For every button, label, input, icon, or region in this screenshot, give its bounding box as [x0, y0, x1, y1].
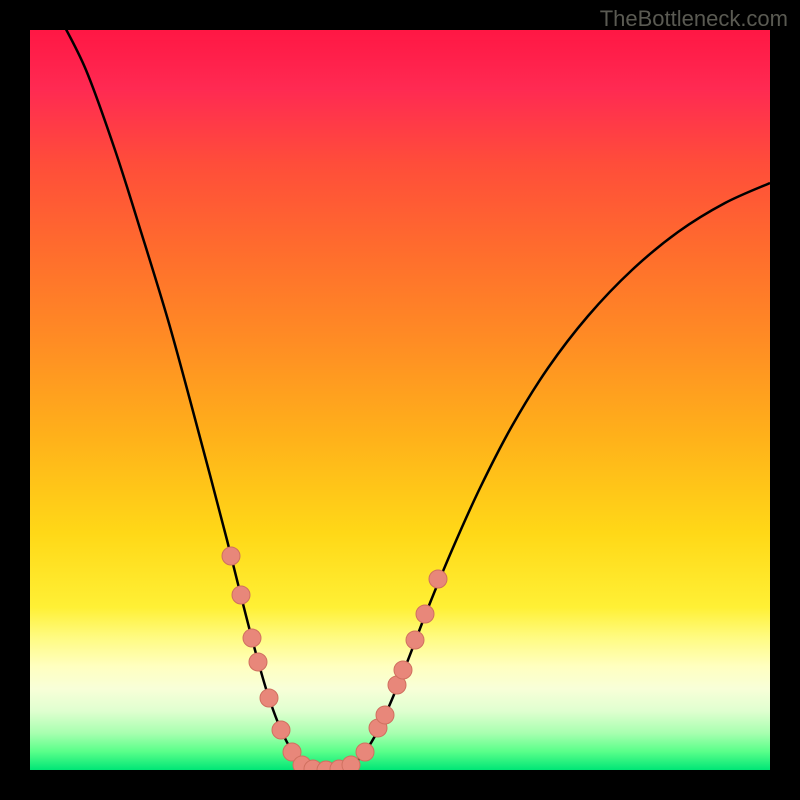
plot-area	[30, 30, 770, 770]
data-marker	[249, 653, 267, 671]
data-marker	[416, 605, 434, 623]
data-marker	[260, 689, 278, 707]
data-marker	[243, 629, 261, 647]
data-marker	[232, 586, 250, 604]
data-marker	[356, 743, 374, 761]
data-marker	[342, 756, 360, 770]
data-marker	[376, 706, 394, 724]
data-marker	[394, 661, 412, 679]
data-marker	[406, 631, 424, 649]
watermark-text: TheBottleneck.com	[600, 6, 788, 32]
bottleneck-curve	[60, 30, 770, 770]
data-marker	[429, 570, 447, 588]
data-marker	[272, 721, 290, 739]
curve-overlay	[30, 30, 770, 770]
data-marker	[222, 547, 240, 565]
data-markers	[222, 547, 447, 770]
chart-container: TheBottleneck.com	[0, 0, 800, 800]
